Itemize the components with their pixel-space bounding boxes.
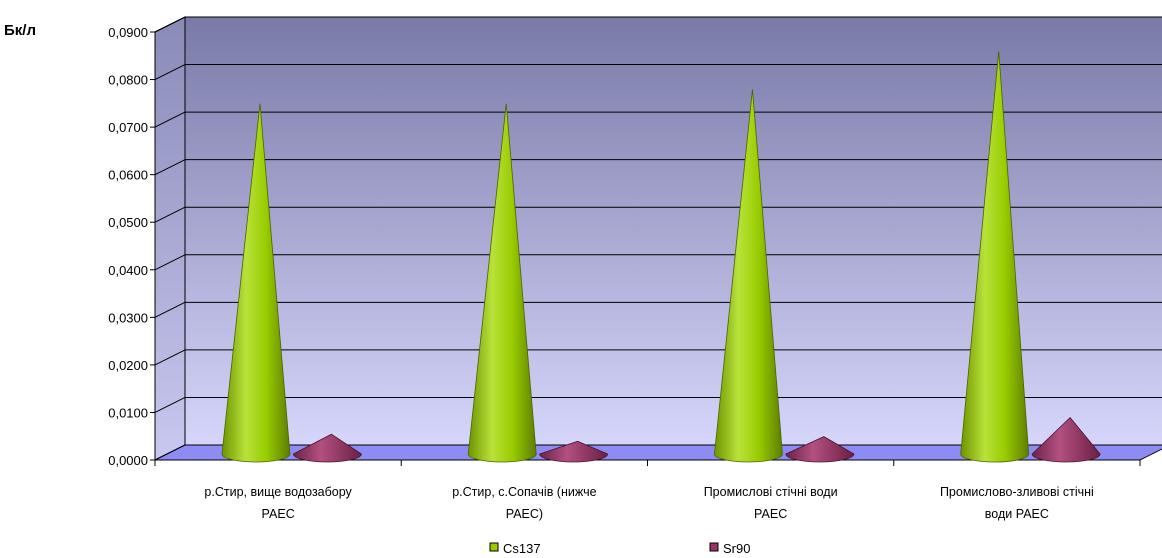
category-label: РАЕС [262,507,295,521]
sr90-cone-body [292,433,362,463]
sr90-cone-body [1031,416,1101,463]
category-label: р.Стир, вище водозабору [204,485,352,499]
cs137-cone-body [960,51,1030,463]
y-tick-label: 0,0600 [108,168,148,183]
legend-swatch [709,542,719,552]
data-marks [221,51,1101,463]
sr90-cone-body [785,436,855,463]
legend-swatch [489,542,499,552]
cs137-cone-body [221,103,291,463]
category-labels: р.Стир, вище водозабору РАЕС р.Стир, с.Соп… [204,485,1093,521]
y-tick-label: 0,0300 [108,310,148,325]
category-label: РАЕС) [506,507,543,521]
cs137-cone-body [467,103,537,463]
legend-label: Sr90 [723,541,750,556]
gridline-side [154,254,186,271]
cs137-cone [467,103,537,463]
sr90-cone [785,436,855,463]
sr90-cone [1031,416,1101,463]
y-tick-label: 0,0200 [108,358,148,373]
legend-label: Cs137 [503,541,541,556]
y-tick-label: 0,0900 [108,25,148,40]
y-tick-label: 0,0500 [108,215,148,230]
gridline-side [154,64,186,81]
cs137-cone [221,103,291,463]
category-label: Промислові стічні води [704,485,838,499]
y-tick-label: 0,0000 [108,453,148,468]
plot-walls [154,16,1162,461]
category-label: р.Стир, с.Сопачів (нижче [452,485,596,499]
sr90-cone [292,433,362,463]
y-tick-label: 0,0800 [108,73,148,88]
y-tick-label: 0,0100 [108,405,148,420]
y-tick-label: 0,0400 [108,263,148,278]
gridline-side [154,349,186,366]
y-unit-label: Бк/л [4,22,36,39]
y-tick-labels: 0,0000 0,0100 0,0200 0,0300 0,0400 0,0500 0,06… [108,25,148,468]
category-label: Промислово-зливові стічні [940,485,1094,499]
sr90-cone-body [539,440,609,463]
legend: Cs137 Sr90 [489,541,750,556]
gridline-side [154,301,186,318]
side-wall [154,16,186,461]
sr90-cone [539,440,609,463]
gridline-side [154,159,186,176]
gridline-side [154,206,186,223]
cs137-cone-body [714,89,783,463]
cs137-cone [714,89,783,463]
y-tick-label: 0,0700 [108,120,148,135]
category-label: води РАЕС [985,507,1049,521]
category-label: РАЕС [754,507,787,521]
gridline-side [154,396,186,413]
cs137-cone [960,51,1030,463]
gridline-side [154,111,186,128]
gridline-side [154,16,186,33]
